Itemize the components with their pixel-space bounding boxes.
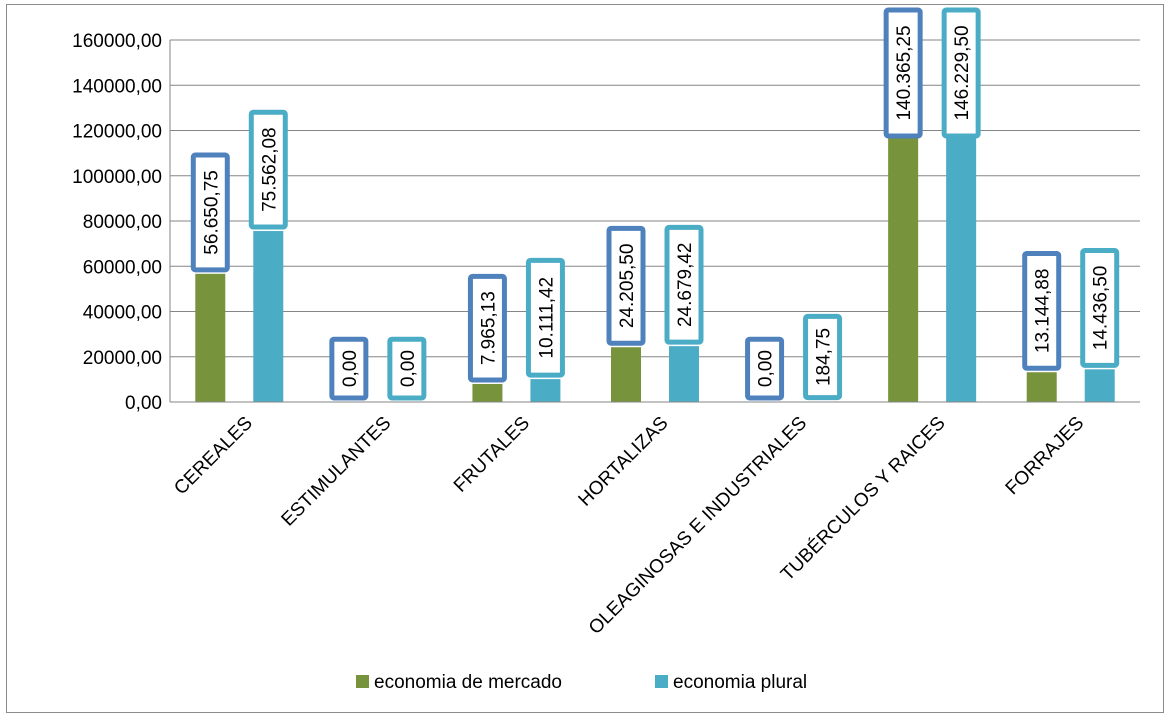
data-label-box (387, 336, 427, 401)
y-tick-label: 0,00 (125, 393, 162, 414)
bar (530, 379, 561, 402)
y-tick-label: 120000,00 (72, 122, 162, 143)
bar (669, 346, 699, 402)
data-label-box (329, 336, 369, 401)
category-label: OLEAGINOSAS E INDUSTRIALES (585, 413, 811, 639)
data-label: 56.650,75 (201, 170, 222, 255)
category-label: ESTIMULANTES (278, 413, 396, 531)
data-label: 140.365,25 (894, 25, 915, 120)
data-label: 24.205,50 (617, 244, 638, 329)
data-label: 0,00 (398, 350, 419, 387)
bar (611, 347, 641, 402)
data-label: 10.111,42 (536, 277, 557, 359)
data-label: 13.144,88 (1033, 269, 1054, 354)
data-label-box (803, 313, 843, 401)
legend-label: economia plural (673, 672, 807, 693)
data-label: 14.436,50 (1091, 266, 1112, 351)
data-label-box (248, 109, 288, 230)
data-label-box (467, 273, 507, 383)
data-label: 0,00 (340, 350, 361, 387)
category-label: FORRAJES (1002, 413, 1089, 500)
y-tick-label: 160000,00 (72, 31, 162, 52)
data-label-box (664, 224, 704, 345)
data-label-box (941, 7, 981, 139)
y-tick-label: 40000,00 (83, 303, 162, 324)
y-tick-label: 60000,00 (83, 257, 162, 278)
bar (1026, 372, 1057, 402)
data-label-box (606, 225, 646, 346)
data-label: 184,75 (814, 328, 835, 386)
category-label: TUBÉRCULOS Y RAICES (777, 413, 950, 586)
data-label-box (745, 336, 785, 401)
legend-label: economia de mercado (374, 672, 562, 693)
bar (1084, 369, 1115, 402)
data-label: 7.965,13 (478, 291, 499, 365)
data-label-box (190, 152, 230, 273)
data-label-box (1022, 250, 1062, 371)
data-label-box (525, 257, 565, 378)
bar (472, 383, 503, 402)
data-label: 146.229,50 (952, 25, 973, 120)
data-label-box (883, 7, 923, 139)
legend-swatch (655, 675, 668, 688)
bar (195, 273, 226, 402)
legend-swatch (356, 675, 369, 688)
data-label: 0,00 (756, 350, 777, 387)
y-tick-label: 80000,00 (83, 212, 162, 233)
y-tick-label: 140000,00 (72, 76, 162, 97)
category-label: HORTALIZAS (575, 413, 673, 511)
data-label: 24.679,42 (675, 242, 696, 327)
category-label: CEREALES (170, 413, 257, 500)
bar (253, 231, 284, 402)
data-label-box (1080, 248, 1120, 368)
category-label: FRUTALES (450, 413, 534, 497)
data-label: 75.562,08 (259, 127, 280, 212)
y-tick-label: 20000,00 (83, 348, 162, 369)
y-tick-label: 100000,00 (72, 167, 162, 188)
